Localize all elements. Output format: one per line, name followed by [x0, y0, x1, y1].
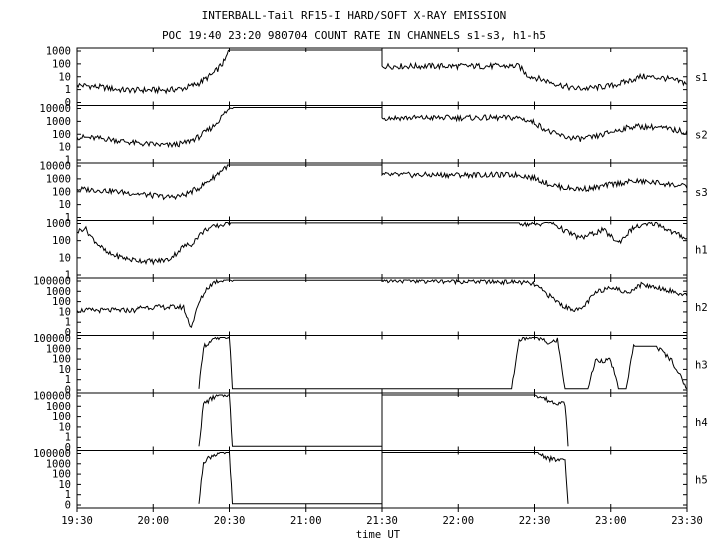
x-tick-label: 19:30	[61, 515, 93, 527]
y-tick-label: 1	[65, 317, 71, 329]
y-tick-label: 10000	[39, 103, 71, 115]
series-line-h2	[76, 278, 688, 328]
panel-label-h2: h2	[695, 302, 708, 314]
panel-frame	[76, 335, 688, 394]
y-tick-label: 10	[58, 252, 71, 264]
panel-frame	[76, 277, 688, 336]
x-tick-label: 20:00	[137, 515, 169, 527]
y-tick-label: 1000	[46, 401, 71, 413]
panel-label-s2: s2	[695, 129, 708, 141]
panels-group: 10001001010s1100001000100101s21000010001…	[33, 46, 708, 512]
y-tick-label: 0	[65, 442, 71, 454]
y-tick-label: 10	[58, 199, 71, 211]
x-tick-label: 23:00	[595, 515, 627, 527]
series-line-h5	[198, 452, 569, 505]
y-tick-label: 100000	[33, 391, 71, 403]
y-tick-label: 1	[65, 270, 71, 282]
x-tick-label: 21:00	[290, 515, 322, 527]
y-tick-label: 100	[52, 354, 71, 366]
y-tick-label: 10	[58, 306, 71, 318]
y-tick-label: 1000	[46, 218, 71, 230]
y-tick-label: 1000	[46, 116, 71, 128]
chart-subtitle: POC 19:40 23:20 980704 COUNT RATE IN CHA…	[162, 29, 546, 42]
y-tick-label: 1000	[46, 343, 71, 355]
y-tick-label: 1000	[46, 286, 71, 298]
y-tick-label: 1	[65, 432, 71, 444]
panel-frame	[76, 220, 688, 279]
y-tick-label: 1	[65, 155, 71, 167]
y-tick-label: 1	[65, 489, 71, 501]
y-tick-label: 100	[52, 411, 71, 423]
y-tick-label: 1	[65, 374, 71, 386]
series-line-h3	[198, 336, 688, 390]
y-tick-label: 100	[52, 129, 71, 141]
y-tick-label: 1000	[46, 173, 71, 185]
x-tick-label: 22:30	[519, 515, 551, 527]
x-tick-label: 21:30	[366, 515, 398, 527]
x-axis: 19:30 20:00 20:30 21:00 21:30 22:00 22:30 23:00…	[61, 508, 703, 527]
panel-label-s3: s3	[695, 187, 708, 199]
panel-label-s1: s1	[695, 72, 708, 84]
y-tick-label: 100000	[33, 276, 71, 288]
y-tick-label: 100	[52, 296, 71, 308]
y-tick-label: 0	[65, 327, 71, 339]
y-tick-label: 10	[58, 142, 71, 154]
y-tick-label: 1000	[46, 458, 71, 470]
y-tick-label: 100	[52, 58, 71, 70]
y-tick-label: 10000	[39, 161, 71, 173]
x-axis-label: time UT	[356, 529, 401, 541]
y-tick-label: 100	[52, 186, 71, 198]
series-line-h4	[198, 393, 569, 447]
y-tick-label: 100	[52, 469, 71, 481]
y-tick-label: 10	[58, 479, 71, 491]
y-tick-label: 10	[58, 71, 71, 83]
y-tick-label: 100000	[33, 333, 71, 345]
series-line-s3	[76, 164, 688, 201]
y-tick-label: 100000	[33, 448, 71, 460]
y-tick-label: 10	[58, 421, 71, 433]
series-line-h1	[76, 221, 688, 266]
panel-label-h1: h1	[695, 244, 708, 256]
x-tick-label: 22:00	[442, 515, 474, 527]
y-tick-label: 100	[52, 235, 71, 247]
series-line-s2	[76, 107, 688, 149]
y-tick-label: 1	[65, 84, 71, 96]
panel-label-h5: h5	[695, 474, 708, 486]
panel-label-h3: h3	[695, 359, 708, 371]
y-tick-label: 1000	[46, 46, 71, 58]
x-tick-label: 20:30	[214, 515, 246, 527]
y-tick-label: 0	[65, 500, 71, 512]
y-tick-label: 10	[58, 364, 71, 376]
y-tick-label: 1	[65, 212, 71, 224]
panel-label-h4: h4	[695, 417, 708, 429]
chart-title: INTERBALL-Tail RF15-I HARD/SOFT X-RAY EM…	[202, 9, 507, 22]
y-tick-label: 0	[65, 385, 71, 397]
y-tick-label: 0	[65, 97, 71, 109]
panel-h1: 1000 100 10 1 h1	[46, 218, 708, 282]
x-tick-label: 23:30	[671, 515, 703, 527]
series-line-s1	[76, 49, 688, 95]
